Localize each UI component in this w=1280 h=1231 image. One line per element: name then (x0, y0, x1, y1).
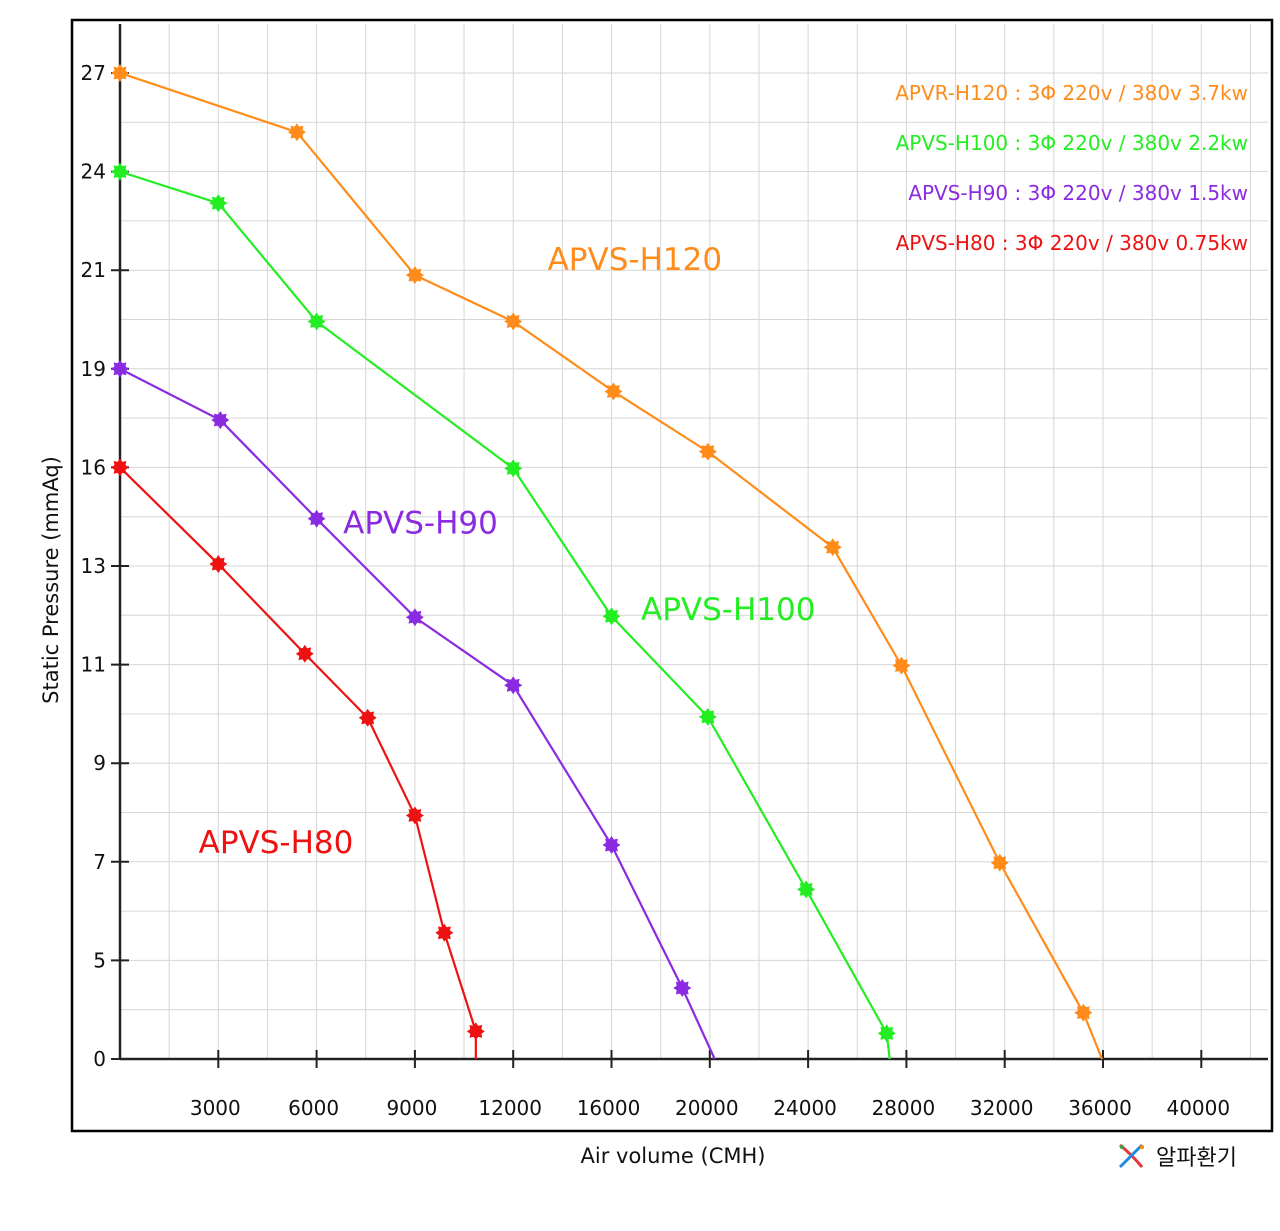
x-tick-label: 9000 (386, 1096, 437, 1120)
series-label-apvs-h120: APVS-H120 (548, 242, 722, 278)
data-point-apvs-h80 (295, 644, 314, 663)
x-tick-label: 24000 (773, 1096, 837, 1120)
data-point-apvs-h120 (287, 123, 306, 142)
data-point-apvs-h90 (111, 359, 129, 378)
y-axis-title: Static Pressure (mmAq) (39, 456, 63, 704)
data-point-apvs-h90 (504, 676, 523, 695)
data-point-apvs-h100 (504, 459, 523, 478)
data-point-apvs-h100 (307, 312, 326, 331)
legend-entry: APVS-H90 : 3Φ 220v / 380v 1.5kw (908, 181, 1248, 205)
data-point-apvs-h120 (990, 853, 1009, 872)
y-tick-label: 0 (93, 1047, 106, 1071)
x-tick-label: 32000 (970, 1096, 1034, 1120)
series-line-apvs-h90 (119, 367, 716, 1060)
data-point-apvs-h90 (307, 509, 326, 528)
x-tick-label: 20000 (675, 1096, 739, 1120)
y-tick-label: 7 (93, 850, 106, 874)
y-tick-label: 24 (81, 160, 106, 184)
axes (118, 24, 1268, 1061)
data-point-apvs-h90 (602, 836, 621, 854)
data-point-apvs-h100 (877, 1024, 896, 1043)
x-tick-label: 16000 (577, 1096, 641, 1120)
x-tick-label: 12000 (478, 1096, 542, 1120)
data-point-apvs-h120 (698, 442, 717, 461)
brand-logo: 알파환기 (1112, 1140, 1237, 1172)
series-label-apvs-h80: APVS-H80 (199, 825, 354, 861)
x-tick-label: 40000 (1166, 1096, 1230, 1120)
series-label-apvs-h100: APVS-H100 (641, 592, 815, 628)
y-tick-label: 16 (81, 455, 106, 479)
data-point-apvs-h80 (405, 806, 424, 825)
legend-entry: APVR-H120 : 3Φ 220v / 380v 3.7kw (895, 81, 1248, 105)
x-tick-label: 36000 (1068, 1096, 1132, 1120)
brand-name: 알파환기 (1156, 1146, 1237, 1171)
y-tick-label: 21 (81, 258, 106, 282)
data-point-apvs-h100 (797, 880, 816, 899)
data-point-apvs-h120 (111, 64, 129, 82)
legend: APVR-H120 : 3Φ 220v / 380v 3.7kw APVS-H10… (895, 81, 1248, 255)
legend-entry: APVS-H80 : 3Φ 220v / 380v 0.75kw (896, 231, 1248, 255)
series-line-apvs-h80 (119, 466, 477, 1059)
y-tick-label: 11 (81, 653, 106, 677)
y-tick-label: 27 (81, 61, 106, 85)
data-point-apvs-h80 (111, 458, 129, 477)
data-point-apvs-h100 (111, 162, 129, 181)
data-point-apvs-h100 (602, 607, 621, 626)
data-point-apvs-h120 (1074, 1003, 1093, 1022)
series-lines (111, 64, 1104, 1060)
alpha-vent-logo-icon (1118, 1143, 1145, 1169)
data-point-apvs-h120 (823, 538, 842, 557)
legend-entry: APVS-H100 : 3Φ 220v / 380v 2.2kw (896, 131, 1248, 155)
data-point-apvs-h120 (604, 382, 623, 401)
data-point-apvs-h90 (211, 411, 230, 430)
grid-lines (120, 24, 1268, 1059)
tick-labels: 3000 6000 9000 12000 16000 20000 24000 28000 320… (81, 61, 1231, 1120)
data-point-apvs-h80 (358, 708, 377, 727)
y-tick-label: 19 (81, 357, 106, 381)
data-point-apvs-h120 (405, 266, 424, 285)
data-point-apvs-h90 (405, 608, 424, 627)
data-point-apvs-h100 (209, 194, 228, 213)
y-tick-label: 13 (81, 554, 106, 578)
data-point-apvs-h120 (504, 312, 523, 331)
series-labels: APVS-H120 APVS-H100 APVS-H90 APVS-H80 (199, 242, 816, 861)
data-point-apvs-h90 (673, 979, 692, 997)
y-tick-label: 5 (93, 948, 106, 972)
data-point-apvs-h100 (698, 707, 717, 726)
data-point-apvs-h80 (209, 555, 228, 573)
data-point-apvs-h80 (466, 1022, 485, 1041)
x-tick-label: 28000 (872, 1096, 936, 1120)
data-point-apvs-h120 (892, 656, 911, 675)
series-label-apvs-h90: APVS-H90 (343, 505, 498, 541)
x-tick-label: 6000 (288, 1096, 339, 1120)
x-tick-label: 3000 (190, 1096, 241, 1120)
data-point-apvs-h80 (435, 923, 454, 942)
x-axis-title: Air volume (CMH) (581, 1144, 766, 1168)
y-tick-label: 9 (93, 751, 106, 775)
chart-frame (70, 18, 1274, 1133)
